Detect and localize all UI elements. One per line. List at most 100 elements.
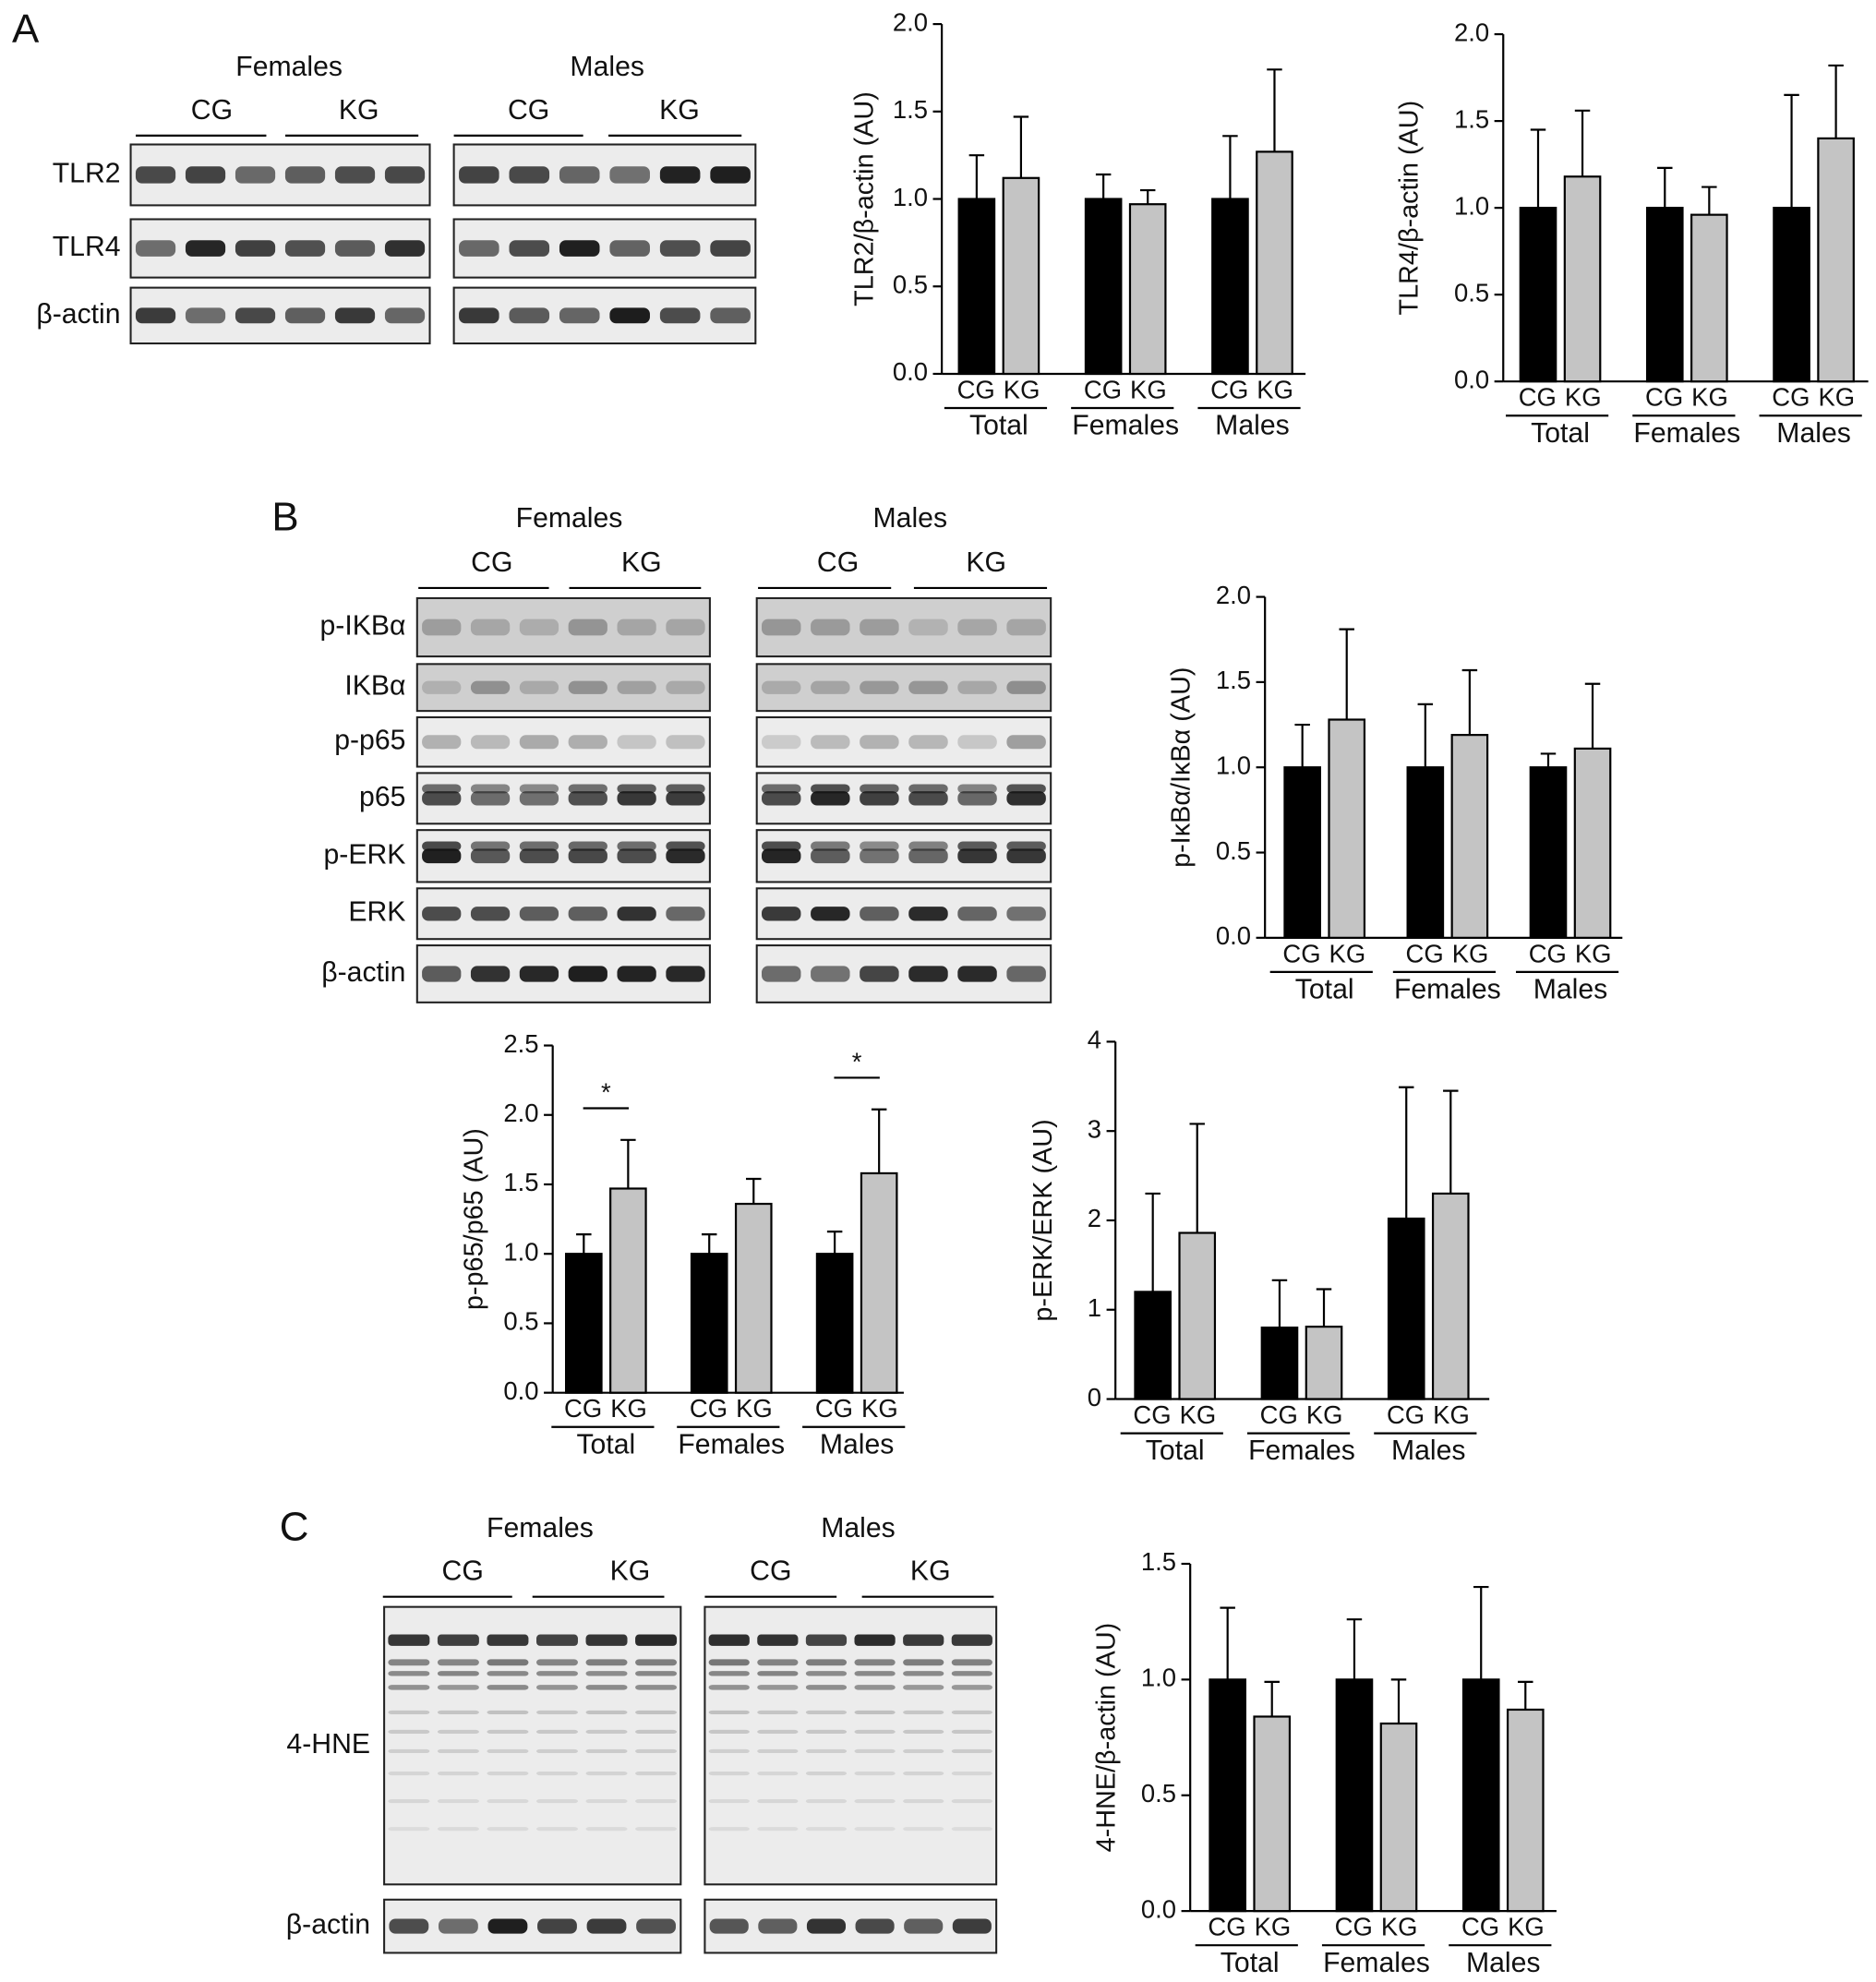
x-series-label: CG — [1084, 375, 1122, 403]
blot-band — [762, 735, 801, 750]
blot-band — [805, 1748, 848, 1754]
x-series-label: KG — [736, 1394, 773, 1423]
x-series-label: CG — [1208, 1913, 1245, 1941]
blot-band — [568, 841, 607, 851]
blot-band — [437, 1827, 479, 1832]
y-tick-label: 1.5 — [503, 1168, 538, 1196]
blot-band — [708, 1671, 750, 1676]
blot-band — [422, 907, 462, 921]
y-tick-label: 1 — [1088, 1293, 1101, 1322]
blot-band — [487, 1918, 528, 1934]
blot-band — [951, 1799, 992, 1804]
blot-group-title: Females — [487, 1513, 594, 1544]
blot-band — [388, 1799, 430, 1804]
blot-band — [903, 1748, 944, 1754]
blot-group-title: Males — [821, 1513, 896, 1544]
blot-band — [234, 240, 276, 257]
x-series-label: KG — [1818, 383, 1855, 412]
blot-band — [487, 1634, 529, 1646]
blot-band — [635, 1671, 678, 1676]
blot-band — [957, 680, 997, 694]
blot-group-title: Males — [570, 52, 644, 82]
x-group-label: Total — [1295, 974, 1354, 1004]
blot-band — [535, 1729, 578, 1735]
blot-band — [559, 166, 600, 184]
blot-band — [509, 240, 550, 257]
blot-band — [666, 966, 705, 982]
blot-band — [666, 619, 705, 636]
x-series-label: KG — [1180, 1400, 1217, 1429]
y-tick-label: 0.0 — [1141, 1894, 1176, 1923]
x-series-label: KG — [1565, 383, 1602, 412]
blot-band — [422, 784, 462, 794]
blot-band — [709, 1918, 749, 1934]
blot-band — [617, 784, 656, 794]
blot-band — [1006, 619, 1046, 636]
blot-band — [185, 240, 226, 257]
x-series-label: CG — [1210, 375, 1248, 403]
blot-band — [585, 1710, 628, 1714]
bar — [1406, 766, 1445, 939]
y-axis-title: p-IκBα/IκBα (AU) — [1167, 667, 1197, 867]
blot-band — [854, 1634, 896, 1646]
blot-band — [568, 619, 607, 636]
blot-band — [762, 784, 801, 794]
blot-band — [535, 1827, 578, 1832]
y-tick-label: 2 — [1088, 1204, 1101, 1232]
blot-band — [854, 1729, 896, 1735]
blot-band — [422, 791, 462, 806]
blot-band — [459, 307, 499, 324]
blot-band — [609, 240, 650, 257]
bar — [1209, 1678, 1246, 1913]
blot-band — [617, 841, 656, 851]
blot-band — [708, 1827, 750, 1832]
blot-band — [609, 166, 650, 184]
bar — [1431, 1192, 1470, 1400]
blot-band — [509, 307, 550, 324]
blot-band — [487, 1710, 529, 1714]
blot-band — [635, 1799, 678, 1804]
x-group-label: Females — [1248, 1435, 1355, 1466]
blot-band — [811, 735, 850, 750]
blot-band — [666, 907, 705, 921]
blot-condition: CG — [750, 1556, 791, 1587]
blot-band — [666, 680, 705, 694]
blot-band — [388, 1634, 430, 1646]
blot-band — [535, 1671, 578, 1676]
blot-band — [708, 1710, 750, 1714]
y-tick-label: 0.0 — [1454, 365, 1489, 393]
blot-band — [903, 1771, 944, 1776]
blot-band — [762, 966, 801, 982]
y-tick-label: 0.0 — [1216, 921, 1251, 950]
blot-band — [666, 848, 705, 864]
blot-band — [957, 966, 997, 982]
blot-row-label: ERK — [348, 897, 405, 928]
blot-band — [708, 1659, 750, 1666]
blot-band — [762, 907, 801, 921]
bar — [1178, 1231, 1217, 1400]
bar — [1461, 1678, 1500, 1913]
blot-band — [805, 1827, 848, 1832]
y-tick-label: 0.5 — [1141, 1779, 1176, 1808]
blot-band — [757, 1729, 799, 1735]
x-group-label: Total — [1146, 1435, 1205, 1466]
x-series-label: CG — [1772, 383, 1810, 412]
blot-band — [438, 1918, 478, 1934]
bar — [1128, 203, 1167, 376]
bar — [1690, 213, 1728, 383]
blot-band — [811, 784, 850, 794]
blot-band — [388, 1729, 430, 1735]
blot-band — [635, 1659, 678, 1666]
x-group-label: Males — [1466, 1948, 1541, 1978]
blot-band — [519, 848, 559, 864]
blot-band — [666, 784, 705, 794]
blot-band — [860, 966, 899, 982]
x-group-label: Females — [1633, 418, 1740, 449]
blot-band — [135, 240, 176, 257]
blot-box — [415, 596, 711, 658]
y-tick-label: 2.0 — [503, 1099, 538, 1127]
blot-box — [755, 596, 1052, 658]
blot-band — [334, 166, 376, 184]
blot-box — [755, 887, 1052, 941]
blot-band — [710, 307, 751, 324]
